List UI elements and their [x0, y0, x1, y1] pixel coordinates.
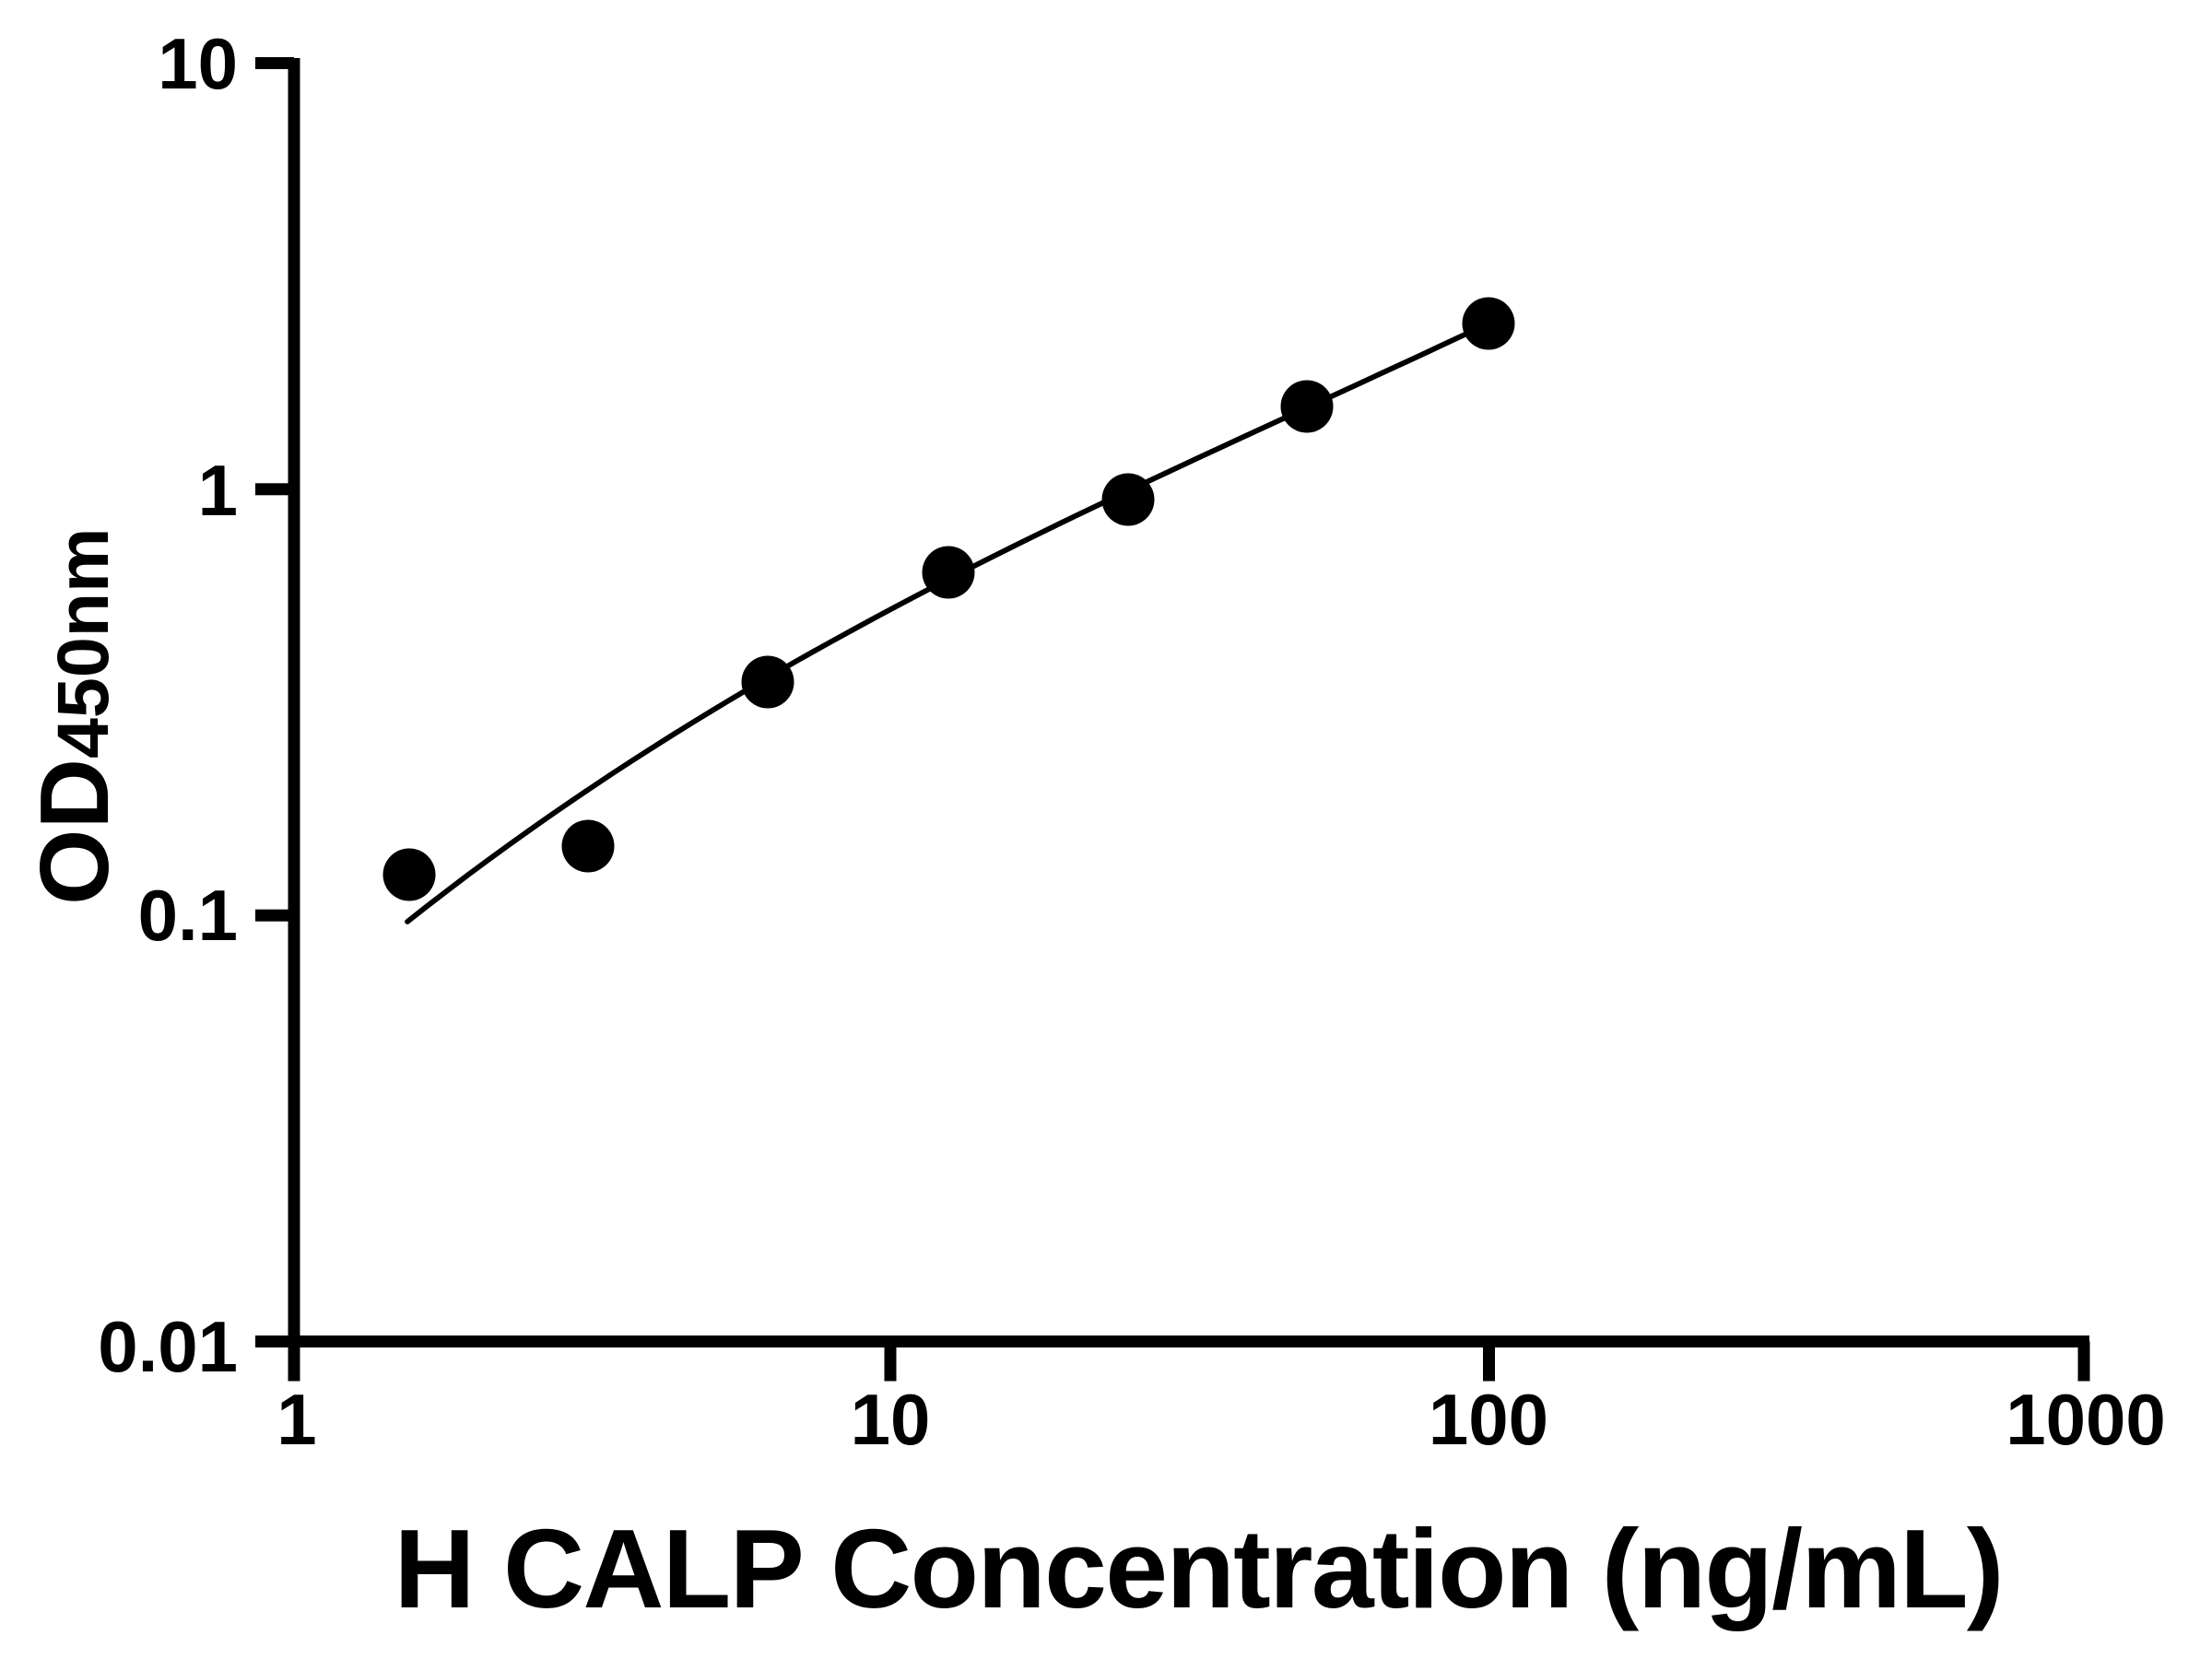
svg-text:100: 100	[1429, 1379, 1548, 1460]
svg-text:1: 1	[276, 1379, 316, 1460]
svg-text:10: 10	[158, 23, 238, 104]
svg-text:H CALP Concentration (ng/mL): H CALP Concentration (ng/mL)	[394, 1506, 2005, 1631]
svg-text:0.01: 0.01	[98, 1306, 238, 1387]
svg-text:1: 1	[198, 450, 238, 531]
svg-text:0.1: 0.1	[138, 875, 238, 956]
svg-text:OD450nm: OD450nm	[20, 528, 129, 905]
svg-text:10: 10	[851, 1379, 931, 1460]
svg-text:1000: 1000	[2006, 1379, 2166, 1460]
